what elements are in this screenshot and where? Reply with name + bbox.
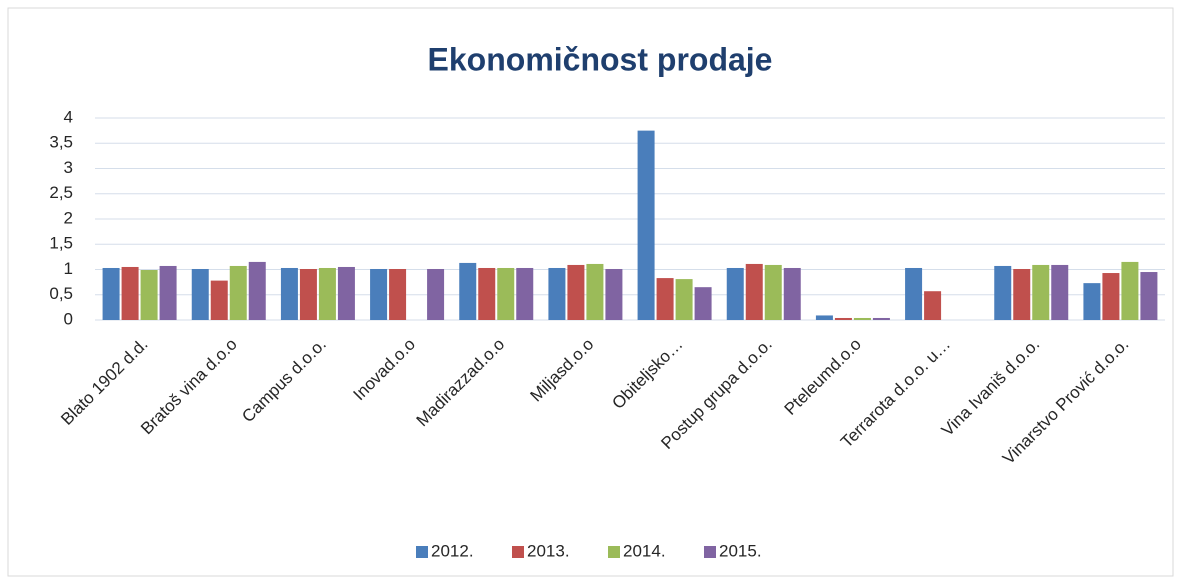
legend-label: 2015. (719, 541, 762, 560)
bar (834, 317, 852, 320)
y-tick-label: 0 (64, 309, 73, 328)
bar (159, 265, 177, 320)
bar (478, 267, 496, 320)
bar (548, 267, 566, 320)
bar (675, 279, 693, 320)
y-tick-label: 0,5 (49, 284, 73, 303)
bar (994, 265, 1012, 320)
bar (853, 317, 871, 320)
bar (140, 270, 158, 320)
bar (1140, 272, 1158, 320)
y-tick-label: 2,5 (49, 183, 73, 202)
bar (815, 315, 833, 320)
y-tick-label: 3,5 (49, 133, 73, 152)
y-tick-label: 1 (64, 259, 73, 278)
legend-label: 2013. (527, 541, 570, 560)
legend-swatch (512, 546, 524, 558)
y-tick-label: 1,5 (49, 234, 73, 253)
bar (567, 264, 585, 320)
bar (229, 265, 247, 320)
bar (370, 268, 388, 320)
bar (497, 267, 515, 320)
bar (459, 262, 477, 320)
bar (102, 267, 120, 320)
bar (764, 264, 782, 320)
bar (924, 291, 942, 320)
bar (121, 266, 139, 320)
y-tick-label: 2 (64, 208, 73, 227)
chart-title: Ekonomičnost prodaje (428, 41, 773, 77)
bar (694, 287, 712, 320)
legend-label: 2014. (623, 541, 666, 560)
legend-swatch (416, 546, 428, 558)
bar (1013, 268, 1031, 320)
bar (389, 268, 407, 320)
bar (210, 280, 228, 320)
bar (318, 267, 336, 320)
bar (248, 261, 266, 320)
y-tick-label: 4 (64, 107, 73, 126)
bar (1083, 283, 1101, 320)
bar (1121, 261, 1139, 320)
legend-label: 2012. (431, 541, 474, 560)
bar (427, 268, 445, 320)
bar (280, 267, 298, 320)
bar (191, 268, 209, 320)
bar (656, 278, 674, 320)
bar (605, 268, 623, 320)
bar (745, 263, 763, 320)
bar (299, 268, 317, 320)
bar (783, 267, 801, 320)
bar (586, 263, 604, 320)
legend-swatch (704, 546, 716, 558)
bar (905, 267, 923, 320)
bar (337, 266, 355, 320)
y-tick-label: 3 (64, 158, 73, 177)
bar (516, 267, 534, 320)
bar (1102, 273, 1120, 320)
bar (872, 317, 890, 320)
bar (1032, 264, 1050, 320)
legend-swatch (608, 546, 620, 558)
bar (637, 130, 655, 320)
bar (726, 267, 744, 320)
bar (1051, 264, 1069, 320)
